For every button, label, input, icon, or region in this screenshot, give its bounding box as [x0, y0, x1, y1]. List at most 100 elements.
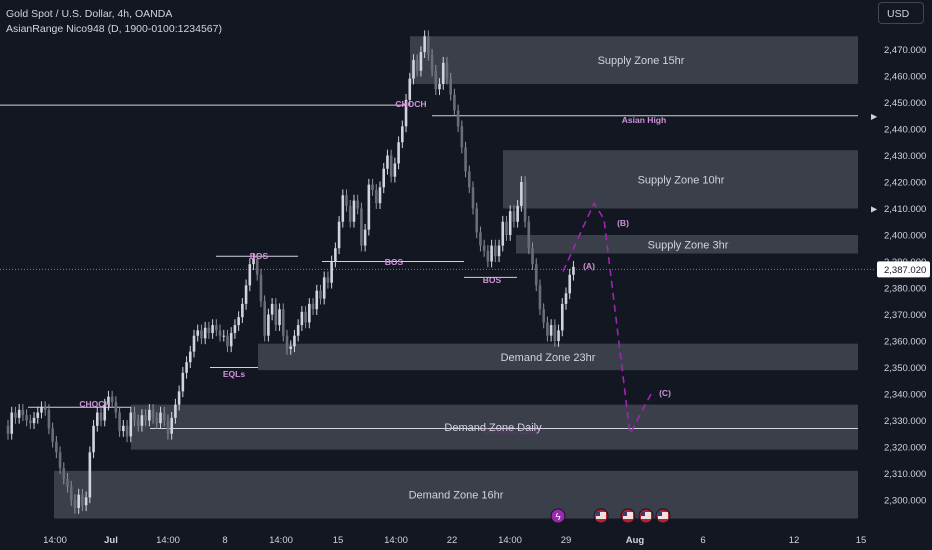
- us-flag-event-icon[interactable]: [593, 508, 609, 524]
- candle-body: [360, 208, 363, 246]
- candle: [438, 78, 441, 96]
- time-tick-label: 15: [333, 535, 344, 546]
- candle: [270, 298, 274, 321]
- candle-body: [293, 335, 296, 347]
- candle: [244, 279, 248, 310]
- candle: [371, 178, 374, 196]
- candle: [334, 242, 337, 268]
- candle-body: [170, 417, 173, 434]
- zone-box: [410, 36, 858, 84]
- candle-body: [185, 362, 188, 373]
- wave-a-label: (A): [583, 261, 595, 271]
- price-tick-label: 2,420.000: [884, 178, 926, 189]
- candle: [404, 94, 408, 133]
- wave-c-label: (C): [659, 388, 671, 398]
- candle-body: [345, 195, 348, 206]
- candle: [114, 396, 118, 419]
- candle: [125, 419, 129, 443]
- candle: [14, 406, 17, 424]
- candle-body: [572, 266, 575, 275]
- candle: [62, 462, 66, 485]
- candle: [348, 200, 352, 228]
- candle-body: [103, 404, 107, 421]
- candle: [367, 178, 371, 236]
- candle: [460, 120, 464, 154]
- wave-b-label: (B): [617, 218, 629, 228]
- candle: [352, 194, 356, 228]
- event-marker-circle: [550, 508, 566, 524]
- candle: [356, 194, 359, 215]
- candle-body: [456, 110, 460, 127]
- candle-body: [43, 407, 47, 410]
- time-axis[interactable]: 14:00 Jul 14:00 8 14:00 15 14:00 22 14:00 29 Aug 6 1…: [0, 528, 876, 550]
- candle: [200, 324, 203, 345]
- candle-body: [505, 221, 508, 235]
- price-axis[interactable]: 2,300.000 2,310.000 2,320.000 2,330.000 2,34…: [871, 0, 932, 550]
- candle: [393, 157, 397, 183]
- candle-body: [47, 409, 51, 429]
- candle-body: [270, 303, 274, 315]
- us-flag-event-icon[interactable]: [638, 508, 654, 524]
- candle-body: [371, 184, 374, 190]
- time-tick-label: 22: [447, 535, 458, 546]
- candle: [311, 298, 315, 316]
- candle-body: [467, 171, 471, 188]
- candle-body: [486, 250, 490, 262]
- symbol-title: Gold Spot / U.S. Dollar, 4h, OANDA: [6, 8, 173, 20]
- candle: [341, 189, 345, 228]
- candle: [374, 184, 378, 210]
- candle: [40, 401, 43, 419]
- candle-body: [430, 54, 434, 71]
- candle-body: [99, 412, 103, 421]
- candle-body: [348, 205, 352, 222]
- flag-canton: [596, 512, 600, 516]
- price-tick-label: 2,380.000: [884, 284, 926, 295]
- candle: [73, 494, 77, 514]
- candle-body: [386, 155, 389, 169]
- candle-body: [337, 221, 341, 249]
- flag-stripes: [641, 512, 651, 519]
- candle: [21, 404, 25, 422]
- candle: [170, 412, 173, 440]
- candle: [77, 488, 80, 514]
- lightning-event-icon[interactable]: ϟ: [550, 508, 566, 524]
- candle-body: [255, 258, 259, 275]
- candle: [177, 385, 181, 411]
- current-price-tag[interactable]: [877, 261, 930, 278]
- currency-button[interactable]: USD: [878, 2, 924, 24]
- us-flag-event-icon[interactable]: [620, 508, 636, 524]
- candle: [386, 149, 389, 175]
- price-tick-label: 2,360.000: [884, 337, 926, 348]
- candle: [360, 202, 363, 252]
- choch-top-label: CHOCH: [395, 99, 426, 109]
- price-tick-label: 2,440.000: [884, 125, 926, 136]
- zone-label: Supply Zone 15hr: [598, 55, 685, 67]
- candle-body: [259, 274, 263, 302]
- candle-body: [174, 404, 177, 418]
- flag-canton: [658, 512, 662, 516]
- candle: [188, 345, 192, 369]
- zone-marker-icon: ▶: [871, 205, 878, 214]
- candle-body: [520, 182, 523, 206]
- candle: [516, 200, 519, 228]
- candle: [207, 321, 211, 339]
- candle-body: [278, 309, 281, 326]
- candle-body: [449, 78, 452, 95]
- candle-body: [401, 126, 404, 143]
- candle-body: [21, 409, 25, 416]
- us-flag-event-icon[interactable]: [655, 508, 671, 524]
- candle: [148, 404, 151, 427]
- price-tick-label: 2,330.000: [884, 416, 926, 427]
- candle-body: [10, 412, 14, 434]
- price-tick-label: 2,400.000: [884, 231, 926, 242]
- candle: [389, 149, 393, 183]
- candle: [534, 258, 538, 292]
- candle-body: [482, 245, 486, 251]
- bos-label-3: BOS: [483, 275, 502, 285]
- candle-body: [155, 417, 159, 424]
- candle-body: [222, 335, 226, 337]
- flag-canton: [623, 512, 627, 516]
- zone-box: [54, 470, 858, 519]
- candle: [557, 324, 560, 347]
